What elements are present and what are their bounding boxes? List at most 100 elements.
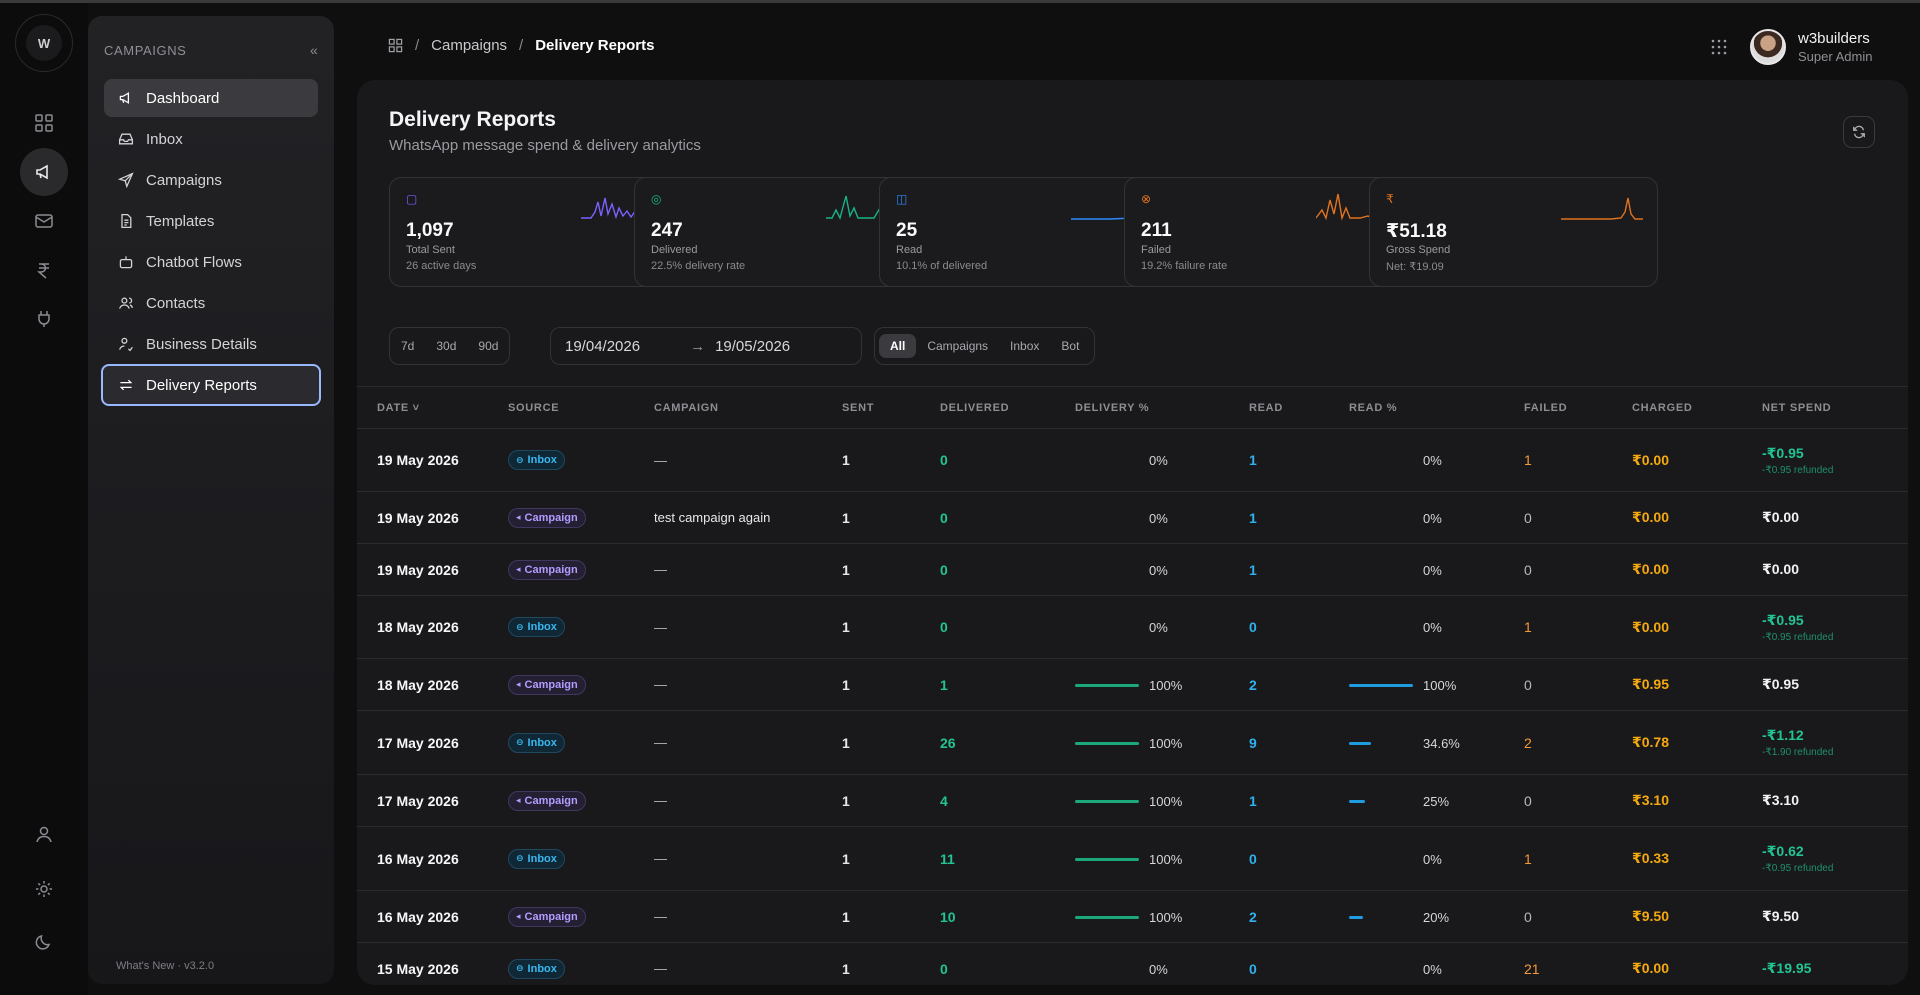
delivery-pct-value: 100% bbox=[1149, 909, 1183, 925]
row-net-spend: -₹1.12 -₹1.90 refunded bbox=[1762, 710, 1908, 775]
date-range-picker[interactable]: 19/04/2026 → 19/05/2026 bbox=[550, 327, 862, 365]
stat-value: 211 bbox=[1141, 220, 1172, 241]
read-pct-value: 0% bbox=[1423, 510, 1442, 526]
date-from[interactable]: 19/04/2026 bbox=[565, 337, 641, 355]
sidebar-item-business-details[interactable]: Business Details bbox=[104, 325, 318, 363]
x-circle-icon: ⊗ bbox=[1141, 192, 1152, 206]
filter-all[interactable]: All bbox=[879, 334, 917, 358]
sidebar-section-title: CAMPAIGNS bbox=[104, 43, 187, 58]
rail-rupee-icon[interactable] bbox=[20, 246, 68, 294]
row-source: ◂ Campaign bbox=[508, 658, 654, 711]
app-logo[interactable]: W bbox=[15, 14, 73, 72]
sidebar-item-delivery-reports[interactable]: Delivery Reports bbox=[101, 364, 321, 406]
range-30d[interactable]: 30d bbox=[436, 339, 457, 353]
row-net-spend: ₹3.10 bbox=[1762, 774, 1908, 827]
grid-icon[interactable] bbox=[388, 38, 403, 53]
table-row[interactable]: 16 May 2026 ◂ Campaign —1 10 100% 2 20% 0 ₹9.50 ₹9… bbox=[357, 890, 1908, 943]
collapse-sidebar-button[interactable]: « bbox=[310, 42, 318, 58]
row-sent: 1 bbox=[842, 658, 940, 711]
row-read: 2 bbox=[1249, 658, 1349, 711]
row-delivered: 0 bbox=[940, 543, 1075, 596]
sidebar-item-contacts[interactable]: Contacts bbox=[104, 284, 318, 322]
rail-moon-icon[interactable] bbox=[20, 918, 68, 966]
net-spend-value: ₹0.95 bbox=[1762, 676, 1799, 692]
refund-note: -₹0.95 refunded bbox=[1762, 464, 1834, 476]
range-90d[interactable]: 90d bbox=[478, 339, 499, 353]
row-read-pct: 20% bbox=[1349, 890, 1524, 943]
rail-mail-icon[interactable] bbox=[20, 197, 68, 245]
filter-campaigns[interactable]: Campaigns bbox=[927, 339, 989, 353]
apps-grid-icon[interactable] bbox=[1711, 39, 1727, 55]
range-7d[interactable]: 7d bbox=[401, 339, 415, 353]
net-spend-value: ₹0.00 bbox=[1762, 561, 1799, 577]
row-sent: 1 bbox=[842, 942, 940, 985]
sidebar-item-dashboard[interactable]: Dashboard bbox=[104, 79, 318, 117]
table-row[interactable]: 16 May 2026 ⊖ Inbox —1 11 100% 0 0% 1 ₹0.33 -₹0.62… bbox=[357, 826, 1908, 891]
table-row[interactable]: 19 May 2026 ⊖ Inbox —1 0 0% 1 0% 1 ₹0.00 -₹0.95 -₹0… bbox=[357, 428, 1908, 492]
sidebar-item-label: Chatbot Flows bbox=[146, 253, 242, 271]
sidebar-item-label: Contacts bbox=[146, 294, 206, 312]
sidebar-item-chatbot-flows[interactable]: Chatbot Flows bbox=[104, 243, 318, 281]
stat-card-delivered: ◎ 247 Delivered 22.5% delivery rate bbox=[634, 177, 923, 287]
source-label: Inbox bbox=[527, 852, 557, 865]
sidebar-item-inbox[interactable]: Inbox bbox=[104, 120, 318, 158]
row-date: 18 May 2026 bbox=[357, 658, 508, 711]
source-label: Campaign bbox=[524, 910, 578, 923]
whats-new-link[interactable]: What's New · v3.2.0 bbox=[116, 960, 215, 972]
table-row[interactable]: 19 May 2026 ◂ Campaign test campaign again 1… bbox=[357, 491, 1908, 544]
row-delivery-pct: 0% bbox=[1075, 491, 1249, 544]
row-date: 19 May 2026 bbox=[357, 428, 508, 492]
source-label: Inbox bbox=[527, 736, 557, 749]
table-row[interactable]: 15 May 2026 ⊖ Inbox —1 0 0% 0 0% 21 ₹0.00 -₹19.95 bbox=[357, 942, 1908, 985]
stat-card-gross-spend: ₹ ₹51.18 Gross Spend Net: ₹19.09 bbox=[1369, 177, 1658, 287]
filter-inbox[interactable]: Inbox bbox=[1010, 339, 1040, 353]
row-delivery-pct: 100% bbox=[1075, 710, 1249, 775]
stat-label: Delivered bbox=[651, 244, 698, 256]
row-delivered: 0 bbox=[940, 491, 1075, 544]
row-read: 0 bbox=[1249, 942, 1349, 985]
send-icon bbox=[118, 172, 134, 188]
net-spend-value: ₹0.00 bbox=[1762, 509, 1799, 525]
date-to[interactable]: 19/05/2026 bbox=[715, 337, 791, 355]
row-read: 1 bbox=[1249, 428, 1349, 492]
inbox-icon: ⊖ bbox=[516, 454, 524, 465]
read-pct-value: 0% bbox=[1423, 620, 1442, 635]
row-source: ⊖ Inbox bbox=[508, 595, 654, 659]
sidebar-item-campaigns[interactable]: Campaigns bbox=[104, 161, 318, 199]
rail-grid-icon[interactable] bbox=[20, 99, 68, 147]
delivery-pct-value: 100% bbox=[1149, 677, 1183, 693]
table-row[interactable]: 17 May 2026 ⊖ Inbox —1 26 100% 9 34.6% 2 ₹0.78 -₹1… bbox=[357, 710, 1908, 775]
avatar[interactable] bbox=[1750, 29, 1786, 65]
table-row[interactable]: 19 May 2026 ◂ Campaign —1 0 0% 1 0% 0 ₹0.00 ₹0.00 bbox=[357, 543, 1908, 596]
megaphone-icon: ◂ bbox=[516, 795, 521, 806]
user-role: Super Admin bbox=[1798, 49, 1873, 64]
row-read-pct: 0% bbox=[1349, 543, 1524, 596]
breadcrumb-campaigns[interactable]: Campaigns bbox=[431, 37, 508, 54]
row-source: ⊖ Inbox bbox=[508, 942, 654, 985]
table-row[interactable]: 18 May 2026 ◂ Campaign —1 1 100% 2 100% 0 ₹0.95 ₹0… bbox=[357, 658, 1908, 711]
rail-user-icon[interactable] bbox=[20, 810, 68, 858]
table-row[interactable]: 18 May 2026 ⊖ Inbox —1 0 0% 0 0% 1 ₹0.00 -₹0.95 -₹0… bbox=[357, 595, 1908, 659]
sidebar-item-templates[interactable]: Templates bbox=[104, 202, 318, 240]
table-row[interactable]: 17 May 2026 ◂ Campaign —1 4 100% 1 25% 0 ₹3.10 ₹3.… bbox=[357, 774, 1908, 827]
col-date[interactable]: DATE ˅ bbox=[357, 386, 508, 429]
row-delivered: 0 bbox=[940, 942, 1075, 985]
rail-megaphone-icon[interactable] bbox=[20, 148, 68, 196]
read-pct-value: 0% bbox=[1423, 562, 1442, 578]
row-read: 1 bbox=[1249, 491, 1349, 544]
rail-plug-icon[interactable] bbox=[20, 295, 68, 343]
row-delivered: 1 bbox=[940, 658, 1075, 711]
row-read-pct: 0% bbox=[1349, 491, 1524, 544]
row-date: 15 May 2026 bbox=[357, 942, 508, 985]
user-name: w3builders bbox=[1798, 30, 1870, 47]
row-campaign: — bbox=[654, 428, 842, 492]
filter-bot[interactable]: Bot bbox=[1061, 339, 1080, 353]
row-charged: ₹9.50 bbox=[1632, 890, 1762, 943]
row-charged: ₹0.00 bbox=[1632, 595, 1762, 659]
source-badge: ◂ Campaign bbox=[508, 507, 586, 528]
delivery-table: DATE ˅ SOURCE CAMPAIGN SENT DELIVERED DE… bbox=[357, 386, 1908, 985]
row-campaign: — bbox=[654, 658, 842, 711]
rail-settings-icon[interactable] bbox=[20, 865, 68, 913]
row-delivered: 4 bbox=[940, 774, 1075, 827]
refresh-button[interactable] bbox=[1843, 116, 1875, 148]
